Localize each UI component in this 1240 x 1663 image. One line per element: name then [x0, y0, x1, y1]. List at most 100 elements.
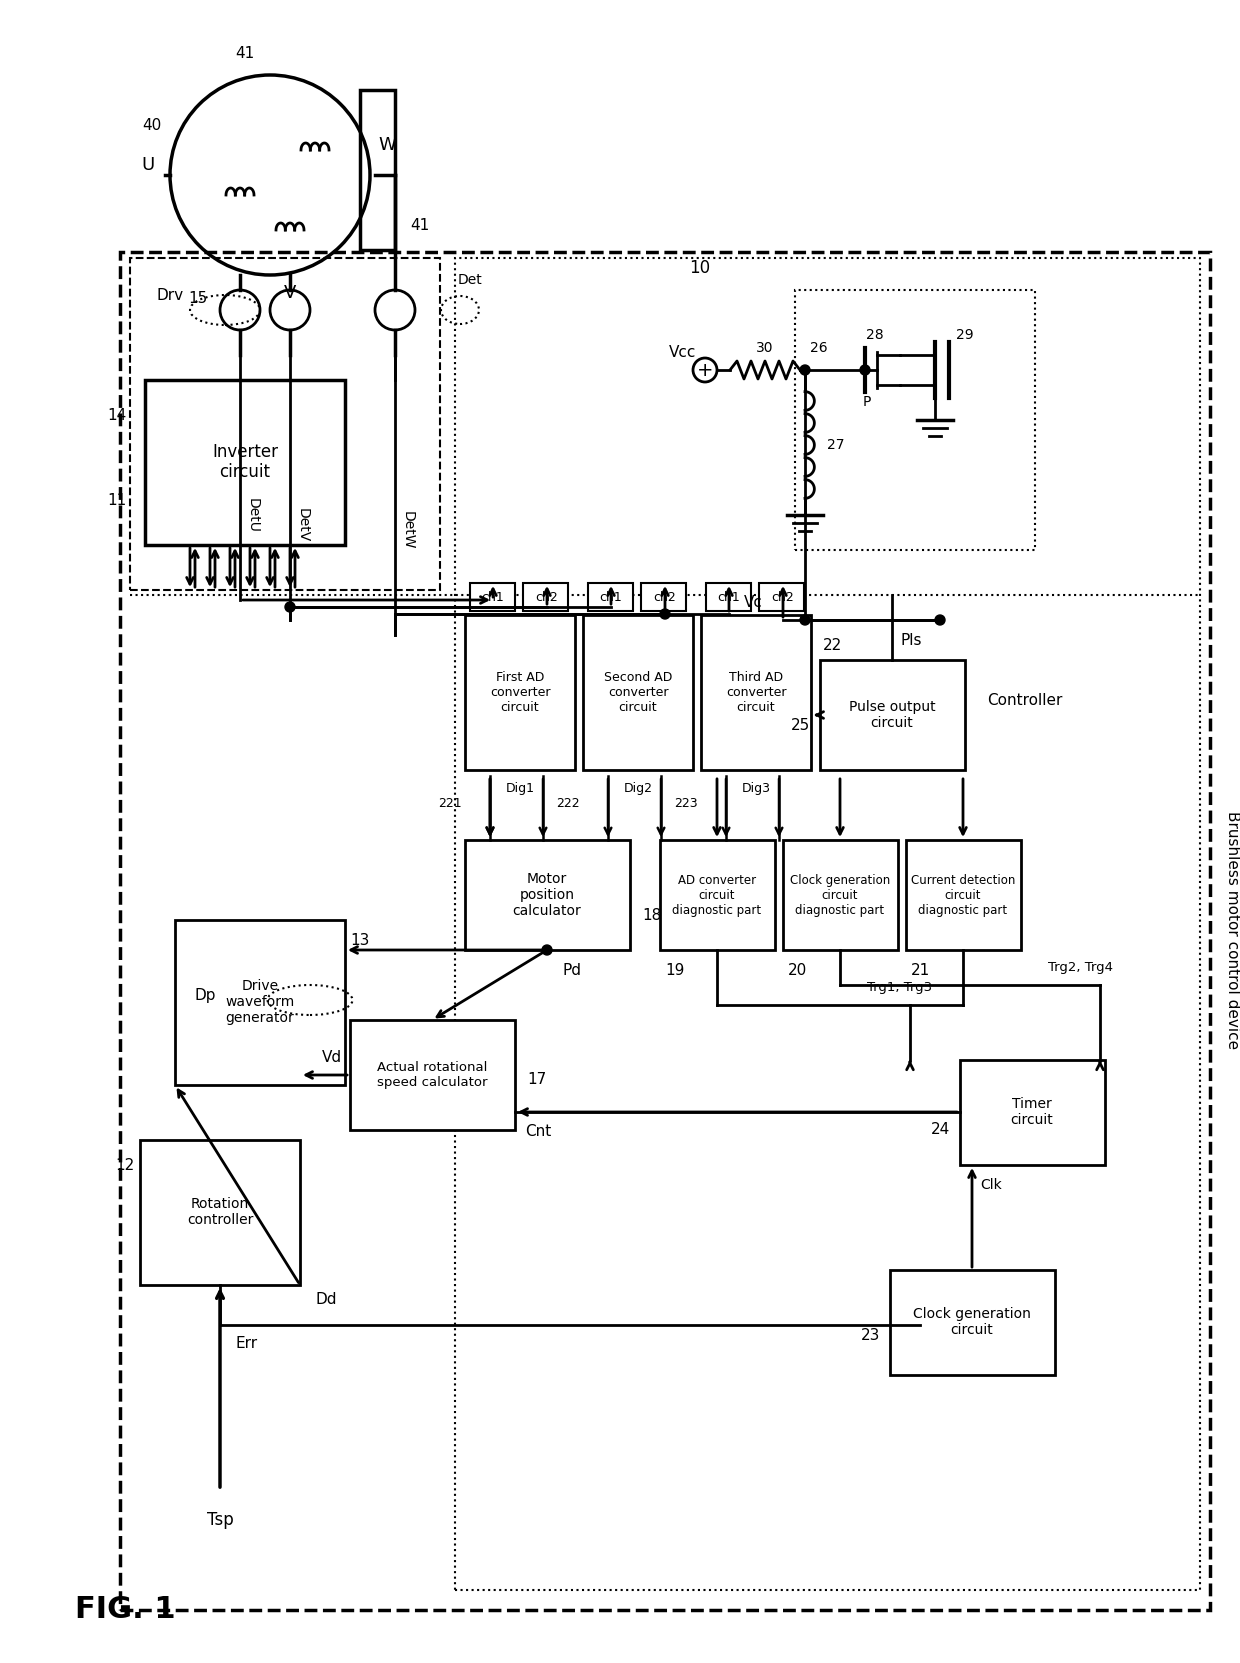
Text: 24: 24	[931, 1123, 950, 1137]
FancyBboxPatch shape	[360, 90, 396, 249]
Text: 18: 18	[642, 908, 661, 923]
Text: Actual rotational
speed calculator: Actual rotational speed calculator	[377, 1061, 487, 1089]
Text: Trg2, Trg4: Trg2, Trg4	[1048, 961, 1112, 973]
Text: Dig1: Dig1	[506, 782, 534, 795]
FancyBboxPatch shape	[145, 381, 345, 545]
FancyBboxPatch shape	[782, 840, 898, 950]
Circle shape	[542, 945, 552, 955]
Text: Vc: Vc	[744, 594, 763, 610]
Circle shape	[935, 615, 945, 625]
Text: Current detection
circuit
diagnostic part: Current detection circuit diagnostic par…	[911, 873, 1016, 916]
Text: Vcc: Vcc	[670, 344, 697, 359]
Text: FIG. 1: FIG. 1	[74, 1595, 176, 1625]
FancyBboxPatch shape	[120, 253, 1210, 1610]
Text: Rotation
controller: Rotation controller	[187, 1197, 253, 1227]
FancyBboxPatch shape	[465, 615, 575, 770]
Text: 15: 15	[188, 291, 207, 306]
Text: 29: 29	[956, 328, 973, 343]
Text: 41: 41	[410, 218, 429, 233]
FancyBboxPatch shape	[660, 840, 775, 950]
Text: ch2: ch2	[771, 590, 795, 604]
Text: Dd: Dd	[315, 1292, 336, 1307]
Text: Vd: Vd	[322, 1049, 342, 1064]
Text: +: +	[697, 361, 713, 379]
Circle shape	[800, 364, 810, 374]
Text: Pd: Pd	[562, 963, 582, 978]
FancyBboxPatch shape	[470, 584, 515, 610]
Text: W: W	[378, 136, 396, 155]
Text: 17: 17	[527, 1073, 547, 1088]
Text: 22: 22	[823, 637, 842, 652]
Text: 10: 10	[689, 259, 711, 278]
Text: 222: 222	[557, 797, 580, 810]
Circle shape	[800, 615, 810, 625]
Text: ch1: ch1	[481, 590, 505, 604]
Text: Third AD
converter
circuit: Third AD converter circuit	[725, 670, 786, 713]
FancyBboxPatch shape	[906, 840, 1021, 950]
Text: Inverter
circuit: Inverter circuit	[212, 442, 278, 481]
Text: 27: 27	[827, 437, 844, 452]
Text: Cnt: Cnt	[525, 1124, 552, 1139]
Text: P: P	[863, 396, 872, 409]
FancyBboxPatch shape	[820, 660, 965, 770]
FancyBboxPatch shape	[465, 840, 630, 950]
Text: Err: Err	[236, 1335, 257, 1350]
Text: Clk: Clk	[980, 1177, 1002, 1192]
FancyBboxPatch shape	[706, 584, 751, 610]
Text: 41: 41	[236, 45, 254, 60]
Text: ch2: ch2	[653, 590, 676, 604]
Text: 223: 223	[675, 797, 698, 810]
FancyBboxPatch shape	[641, 584, 686, 610]
Text: 40: 40	[143, 118, 161, 133]
Text: Pls: Pls	[900, 632, 921, 647]
Text: Drv: Drv	[156, 288, 184, 303]
Text: Second AD
converter
circuit: Second AD converter circuit	[604, 670, 672, 713]
Text: 13: 13	[350, 933, 370, 948]
FancyBboxPatch shape	[583, 615, 693, 770]
Text: 14: 14	[108, 407, 126, 422]
Text: 23: 23	[861, 1327, 880, 1342]
Text: 12: 12	[115, 1157, 135, 1172]
Text: DetW: DetW	[401, 511, 415, 549]
Text: Trg1, Trg3: Trg1, Trg3	[868, 981, 932, 993]
Text: AD converter
circuit
diagnostic part: AD converter circuit diagnostic part	[672, 873, 761, 916]
FancyBboxPatch shape	[523, 584, 568, 610]
Text: 11: 11	[108, 492, 126, 507]
Text: Clock generation
circuit
diagnostic part: Clock generation circuit diagnostic part	[790, 873, 890, 916]
Text: V: V	[284, 284, 296, 303]
Text: 25: 25	[791, 717, 810, 732]
Text: Drive
waveform
generator: Drive waveform generator	[226, 980, 295, 1024]
Circle shape	[861, 364, 870, 374]
Text: Pulse output
circuit: Pulse output circuit	[848, 700, 935, 730]
Text: Dig3: Dig3	[742, 782, 770, 795]
Text: DetV: DetV	[296, 507, 310, 542]
FancyBboxPatch shape	[890, 1271, 1055, 1375]
FancyBboxPatch shape	[130, 258, 440, 590]
Text: First AD
converter
circuit: First AD converter circuit	[490, 670, 551, 713]
FancyBboxPatch shape	[588, 584, 632, 610]
Text: DetU: DetU	[246, 497, 260, 532]
Text: Brushless motor control device: Brushless motor control device	[1225, 812, 1240, 1049]
FancyBboxPatch shape	[455, 258, 1200, 1590]
Text: Det: Det	[458, 273, 482, 288]
Text: Tsp: Tsp	[207, 1512, 233, 1528]
Text: 221: 221	[438, 797, 461, 810]
Text: U: U	[141, 156, 155, 175]
Text: ch1: ch1	[600, 590, 622, 604]
Text: ch1: ch1	[718, 590, 740, 604]
FancyBboxPatch shape	[175, 920, 345, 1084]
Text: 19: 19	[665, 963, 684, 978]
FancyBboxPatch shape	[795, 289, 1035, 550]
Text: 21: 21	[911, 963, 930, 978]
Circle shape	[660, 609, 670, 619]
Circle shape	[285, 602, 295, 612]
FancyBboxPatch shape	[759, 584, 804, 610]
Text: Motor
position
calculator: Motor position calculator	[512, 871, 582, 918]
Text: Clock generation
circuit: Clock generation circuit	[913, 1307, 1030, 1337]
Text: 20: 20	[787, 963, 807, 978]
Text: Dig2: Dig2	[624, 782, 652, 795]
FancyBboxPatch shape	[350, 1019, 515, 1129]
Text: Controller: Controller	[987, 692, 1063, 707]
Text: Dp: Dp	[195, 988, 216, 1003]
FancyBboxPatch shape	[960, 1059, 1105, 1166]
